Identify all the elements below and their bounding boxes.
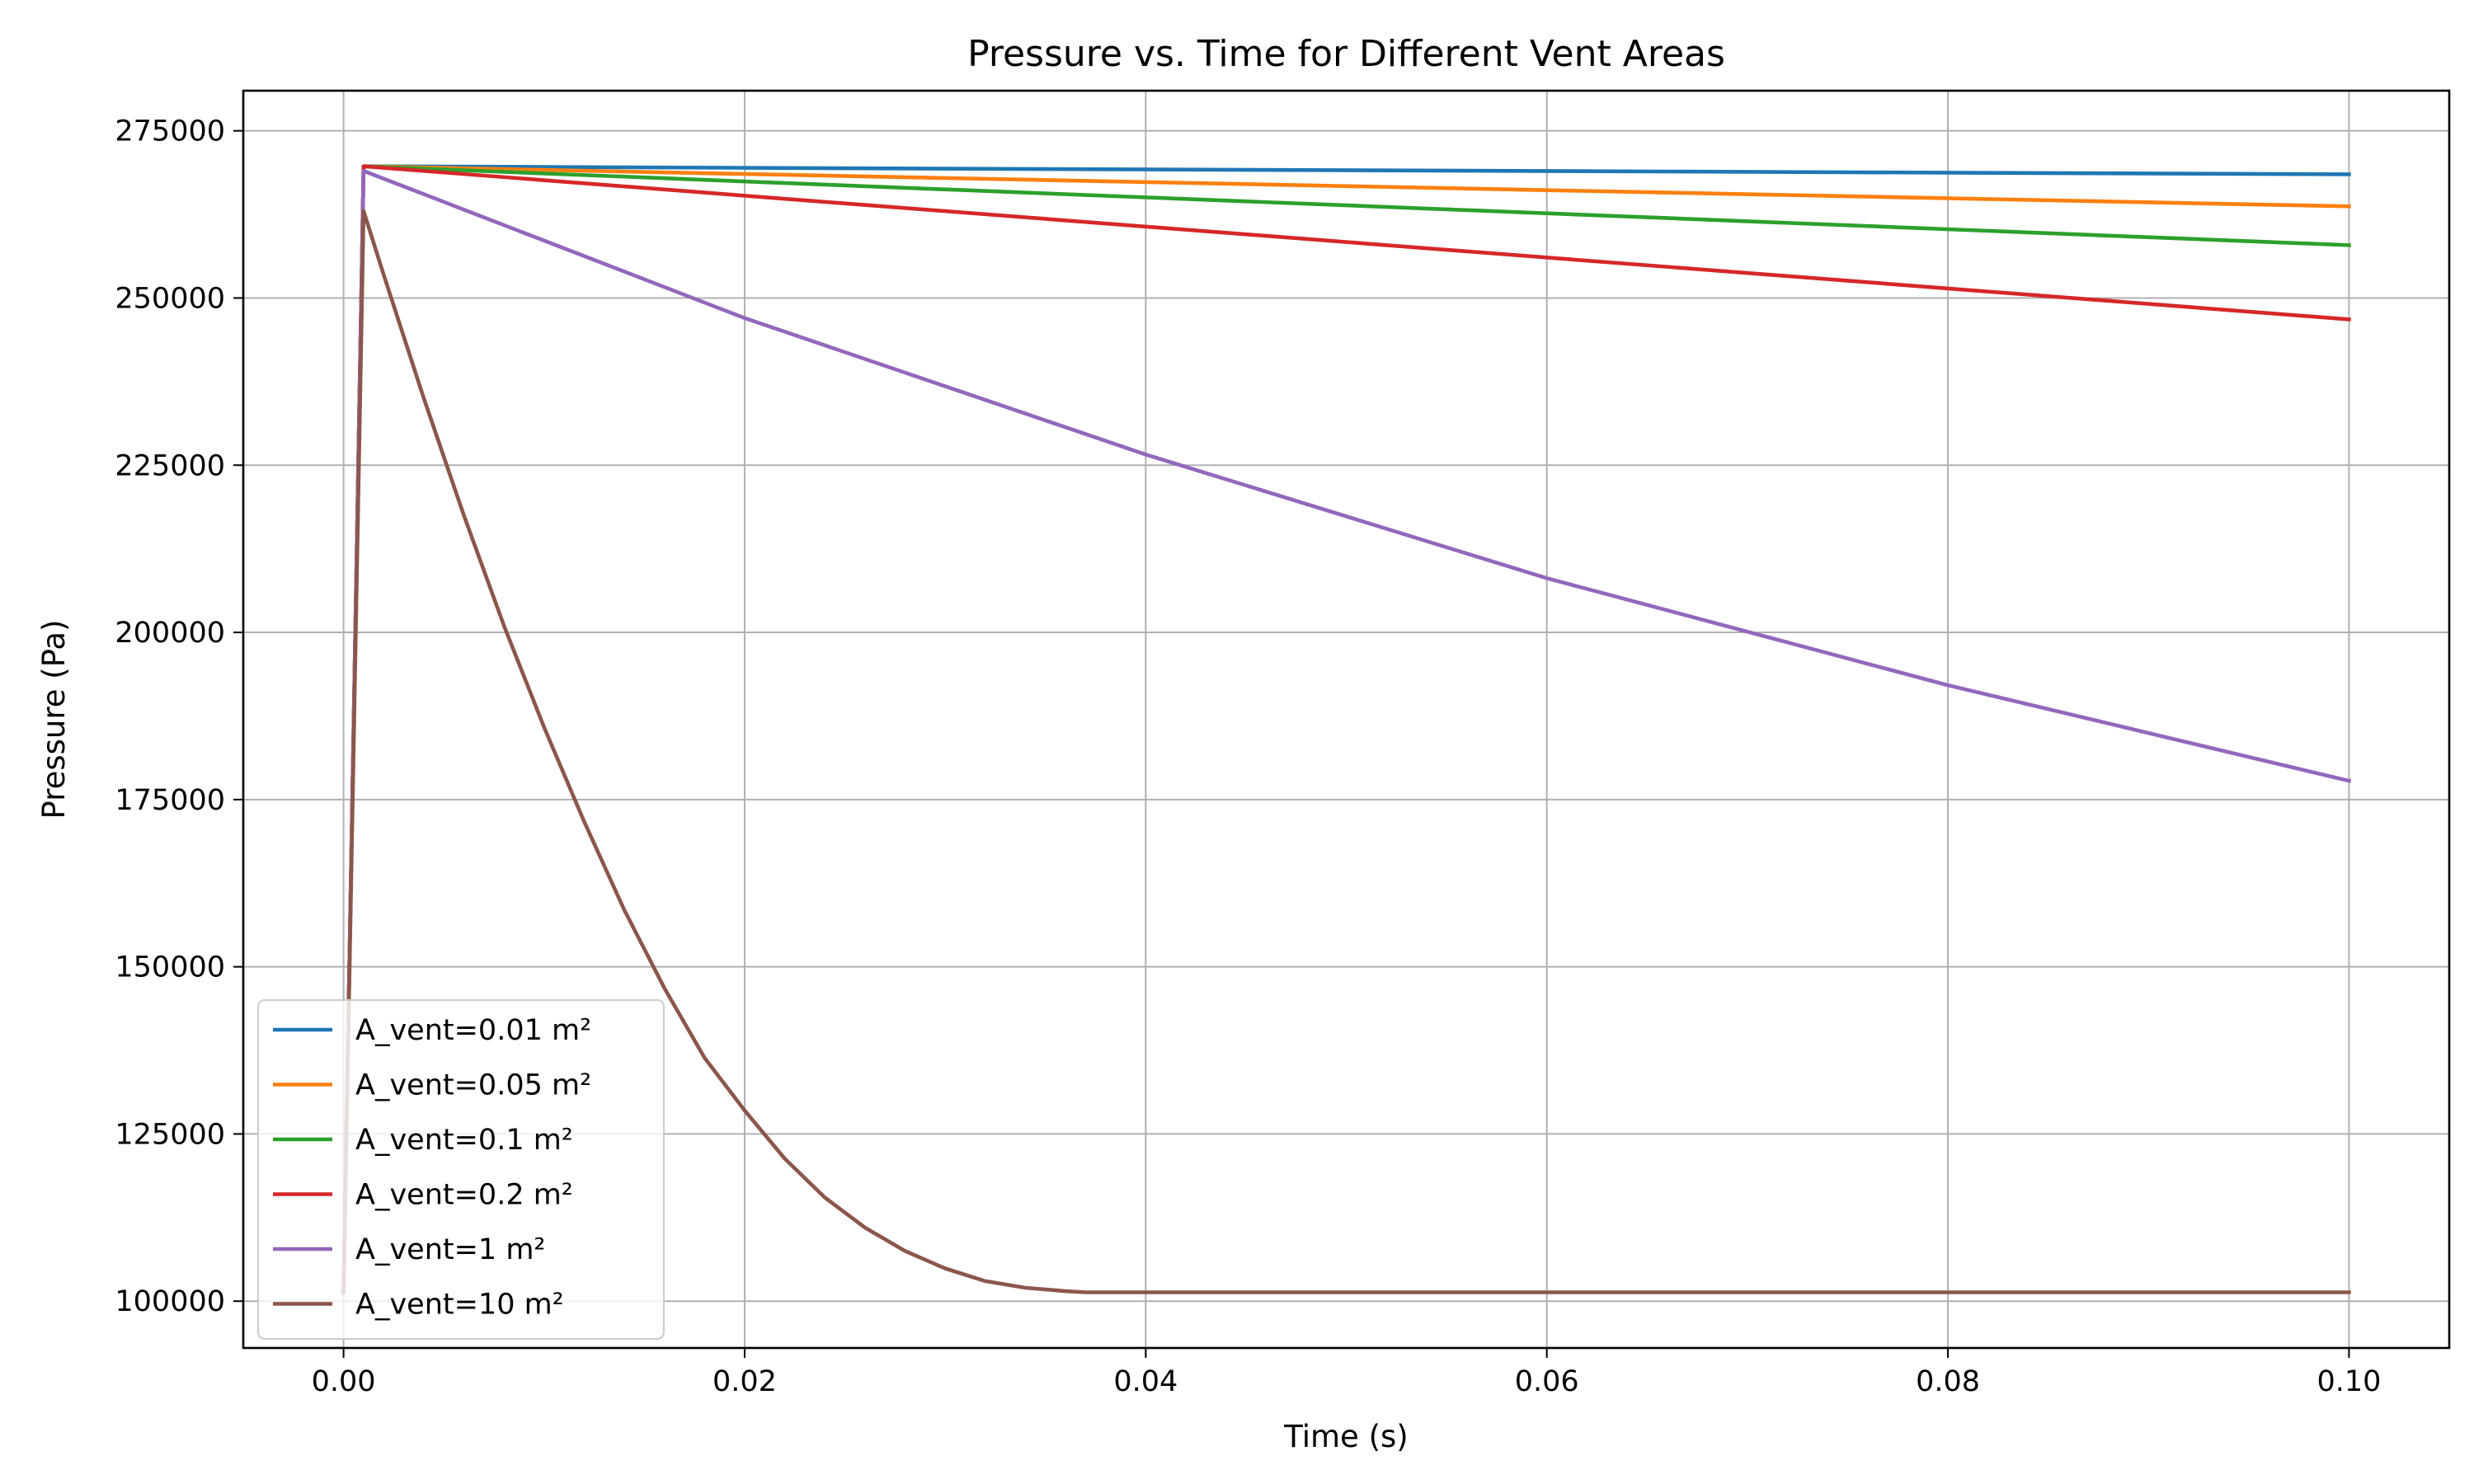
- legend-label: A_vent=0.1 m²: [355, 1124, 573, 1157]
- legend-label: A_vent=0.05 m²: [355, 1069, 591, 1102]
- legend: A_vent=0.01 m² A_vent=0.05 m² A_vent=0.1 m…: [257, 999, 665, 1340]
- legend-label: A_vent=1 m²: [355, 1233, 545, 1266]
- y-tick-label: 250000: [115, 282, 225, 315]
- y-tick-label: 225000: [115, 449, 225, 482]
- x-tick-label: 0.04: [1113, 1365, 1178, 1398]
- legend-label: A_vent=0.01 m²: [355, 1014, 591, 1047]
- legend-label: A_vent=10 m²: [355, 1289, 564, 1322]
- x-tick-label: 0.02: [713, 1365, 777, 1398]
- x-tick-label: 0.00: [312, 1365, 376, 1398]
- chart-title: Pressure vs. Time for Different Vent Are…: [967, 33, 1725, 75]
- y-tick-label: 275000: [115, 115, 225, 148]
- y-tick-label: 150000: [115, 951, 225, 984]
- x-tick-label: 0.08: [1916, 1365, 1980, 1398]
- series-layer: [341, 164, 2352, 1294]
- series-line-6: [341, 209, 2351, 1294]
- tick-layer: 0.00 0.02 0.04 0.06 0.08 0.10 100000 125000 1500…: [115, 115, 2381, 1398]
- y-tick-label: 100000: [115, 1285, 225, 1318]
- y-axis-label: Pressure (Pa): [36, 620, 72, 819]
- y-tick-label: 125000: [115, 1118, 225, 1151]
- x-axis-label: Time (s): [1283, 1419, 1408, 1454]
- x-tick-label: 0.06: [1515, 1365, 1579, 1398]
- series-line-5: [341, 169, 2352, 1294]
- x-tick-label: 0.10: [2316, 1365, 2381, 1398]
- legend-box: [257, 999, 665, 1340]
- y-tick-label: 200000: [115, 617, 225, 650]
- y-tick-label: 175000: [115, 784, 225, 817]
- legend-label: A_vent=0.2 m²: [355, 1179, 573, 1212]
- plot-frame: [242, 89, 2451, 1350]
